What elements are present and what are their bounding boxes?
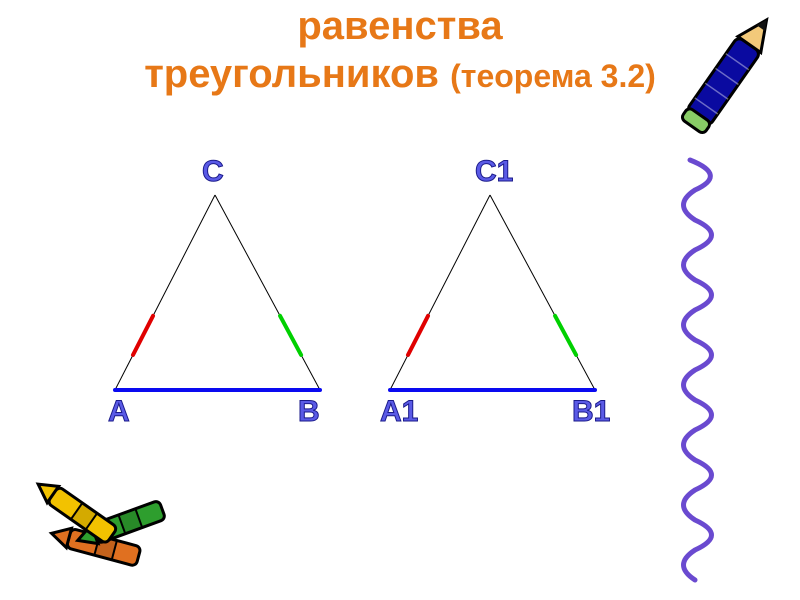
vertex-label-B: B xyxy=(298,395,320,429)
vertex-label-C1: C1 xyxy=(475,155,513,189)
vertex-label-A: A xyxy=(108,395,130,429)
vertex-label-C: C xyxy=(202,155,224,189)
decorations xyxy=(0,0,800,600)
vertex-label-A1: A1 xyxy=(380,395,418,429)
vertex-label-B1: B1 xyxy=(572,395,610,429)
